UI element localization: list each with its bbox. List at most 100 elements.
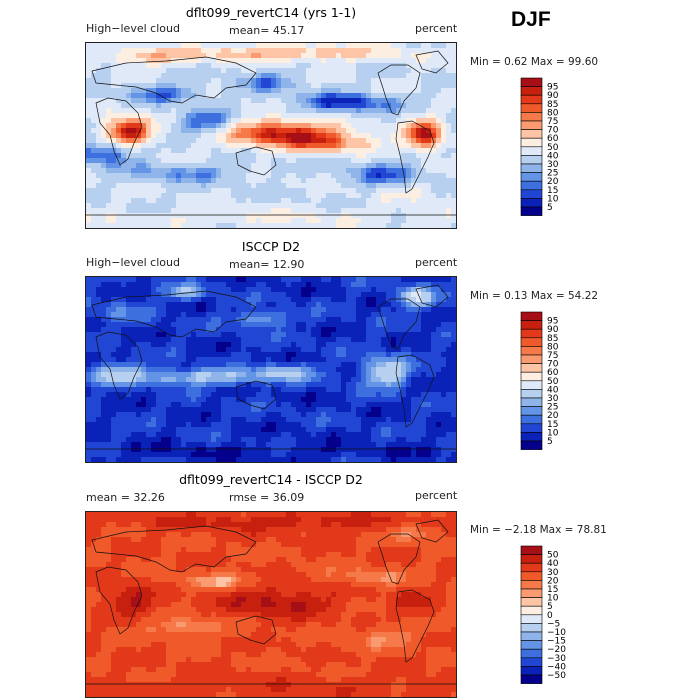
panel3-map-svg [86,512,456,697]
panel2-mean: mean= 12.90 [229,258,305,271]
panel1-colorbar-swatch [520,129,543,139]
panel3-colorbar-tick-label: 15 [547,585,558,595]
panel2-colorbar-swatch [520,414,543,425]
panel1-colorbar-swatch [520,86,543,96]
coastline [91,56,257,104]
panel1-colorbar-swatch [520,198,543,208]
panel2-colorbar-tick-label: 25 [547,403,558,413]
panel1-colorbar-swatch [520,103,543,113]
panel1-map-svg [86,43,456,228]
panel2-colorbar-tick-label: 5 [547,437,553,447]
panel1-units: percent [415,22,458,35]
panel2-colorbar-tick-label: 80 [547,342,559,352]
panel1-mean: mean= 45.17 [229,24,305,37]
panel2-colorbar-swatch [520,440,543,450]
panel1-colorbar-swatch [520,155,543,165]
coastline [395,120,435,194]
panel2-colorbar-swatch [520,346,543,356]
panel3-colorbar-tick-label: −50 [547,671,566,681]
panel2-map [85,276,457,463]
panel1-colorbar-swatch [520,94,543,105]
panel2-colorbar-swatch [520,371,543,382]
coastline [235,380,277,410]
panel1-colorbar-tick-label: 40 [547,151,559,161]
panel2-colorbar-tick-label: 30 [547,394,559,404]
panel1-colorbar-tick-label: 60 [547,134,559,144]
panel1-variable-label: High−level cloud [86,22,180,35]
panel2-colorbar-tick-label: 15 [547,420,558,430]
panel2-colorbar-swatch [520,397,543,407]
panel1-colorbar-tick-label: 50 [547,143,559,153]
coastline [415,50,449,74]
panel1-colorbar-swatch [520,137,543,148]
panel3-colorbar-tick-label: 30 [547,568,559,578]
panel3-colorbar-tick-label: 0 [547,611,553,621]
panel1-colorbar-swatch [520,120,543,130]
panel1-colorbar-tick-label: 95 [547,83,558,93]
panel2-colorbar-tick-label: 90 [547,325,559,335]
panel3-colorbar-swatch [520,623,543,633]
panel3-colorbar-swatch [520,562,543,573]
panel3-colorbar-tick-label: −15 [547,637,566,647]
panel1-colorbar-tick-label: 10 [547,194,559,204]
panel2-colorbar-swatch [520,311,543,321]
panel2-colorbar-tick-label: 85 [547,334,558,344]
panel2-colorbar-tick-label: 75 [547,351,558,361]
panel2-colorbar-swatch [520,423,543,433]
panel3-colorbar-tick-label: 50 [547,551,559,561]
panel1-min-max: Min = 0.62 Max = 99.60 [470,56,599,68]
panel3-colorbar-swatch [520,631,543,641]
panel3-colorbar-tick-label: 20 [547,576,559,586]
panel2-colorbar-tick-label: 40 [547,385,559,395]
panel1-colorbar-tick-label: 90 [547,91,559,101]
panel1-colorbar-swatch [520,163,543,173]
panel1-colorbar-swatch [520,206,543,216]
panel3-colorbar: 50 40 30 20 15 10 5 0 −5 −10 −15 −20 −30 −40 −50 [520,545,581,694]
coastline [95,97,143,166]
season-label: DJF [511,8,551,31]
panel3-colorbar-swatch [520,588,543,598]
panel2-map-svg [86,277,456,462]
panel3-map [85,511,457,698]
panel3-title: dflt099_revertC14 - ISCCP D2 [179,472,363,487]
panel1-colorbar-tick-label: 5 [547,203,553,213]
panel1-colorbar-swatch [520,180,543,191]
coastline [415,284,449,308]
panel2-colorbar-tick-label: 10 [547,428,559,438]
panel2-colorbar-swatch [520,389,543,399]
panel2-variable-label: High−level cloud [86,256,180,269]
panel1-colorbar: 95 90 85 80 75 70 60 50 40 30 25 20 15 10 5 [520,77,581,226]
coastline [377,298,421,350]
panel1-colorbar-swatch [520,77,543,87]
panel2-title: ISCCP D2 [241,239,301,254]
coastline [235,615,277,645]
panel3-colorbar-tick-label: 10 [547,594,559,604]
panel1-colorbar-tick-label: 75 [547,117,558,127]
panel3-colorbar-tick-label: −5 [547,619,560,629]
panel1-colorbar-tick-label: 15 [547,186,558,196]
panel3-colorbar-swatch [520,640,543,650]
panel1-colorbar-swatch [520,172,543,182]
panel3-colorbar-swatch [520,666,543,676]
panel2-colorbar-swatch [520,432,543,442]
panel2-colorbar-tick-label: 60 [547,368,559,378]
panel3-rmse: rmse = 36.09 [229,491,305,504]
panel2-colorbar-swatch [520,337,543,347]
panel3-colorbar-swatch [520,605,543,616]
panel3-colorbar-swatch [520,657,543,667]
panel3-colorbar-tick-label: −20 [547,645,566,655]
coastline [377,64,421,116]
panel2-colorbar-tick-label: 70 [547,360,559,370]
panel2-colorbar-tick-label: 50 [547,377,559,387]
panel3-colorbar-tick-label: 5 [547,602,553,612]
coastline [95,331,143,400]
panel3-colorbar-swatch [520,554,543,564]
panel2-colorbar: 95 90 85 80 75 70 60 50 40 30 25 20 15 10 5 [520,311,581,460]
panel3-mean: mean = 32.26 [86,491,165,504]
panel3-units: percent [415,489,458,502]
panel2-colorbar-swatch [520,406,543,416]
coastline [95,566,143,635]
panel3-colorbar-tick-label: −10 [547,628,566,638]
